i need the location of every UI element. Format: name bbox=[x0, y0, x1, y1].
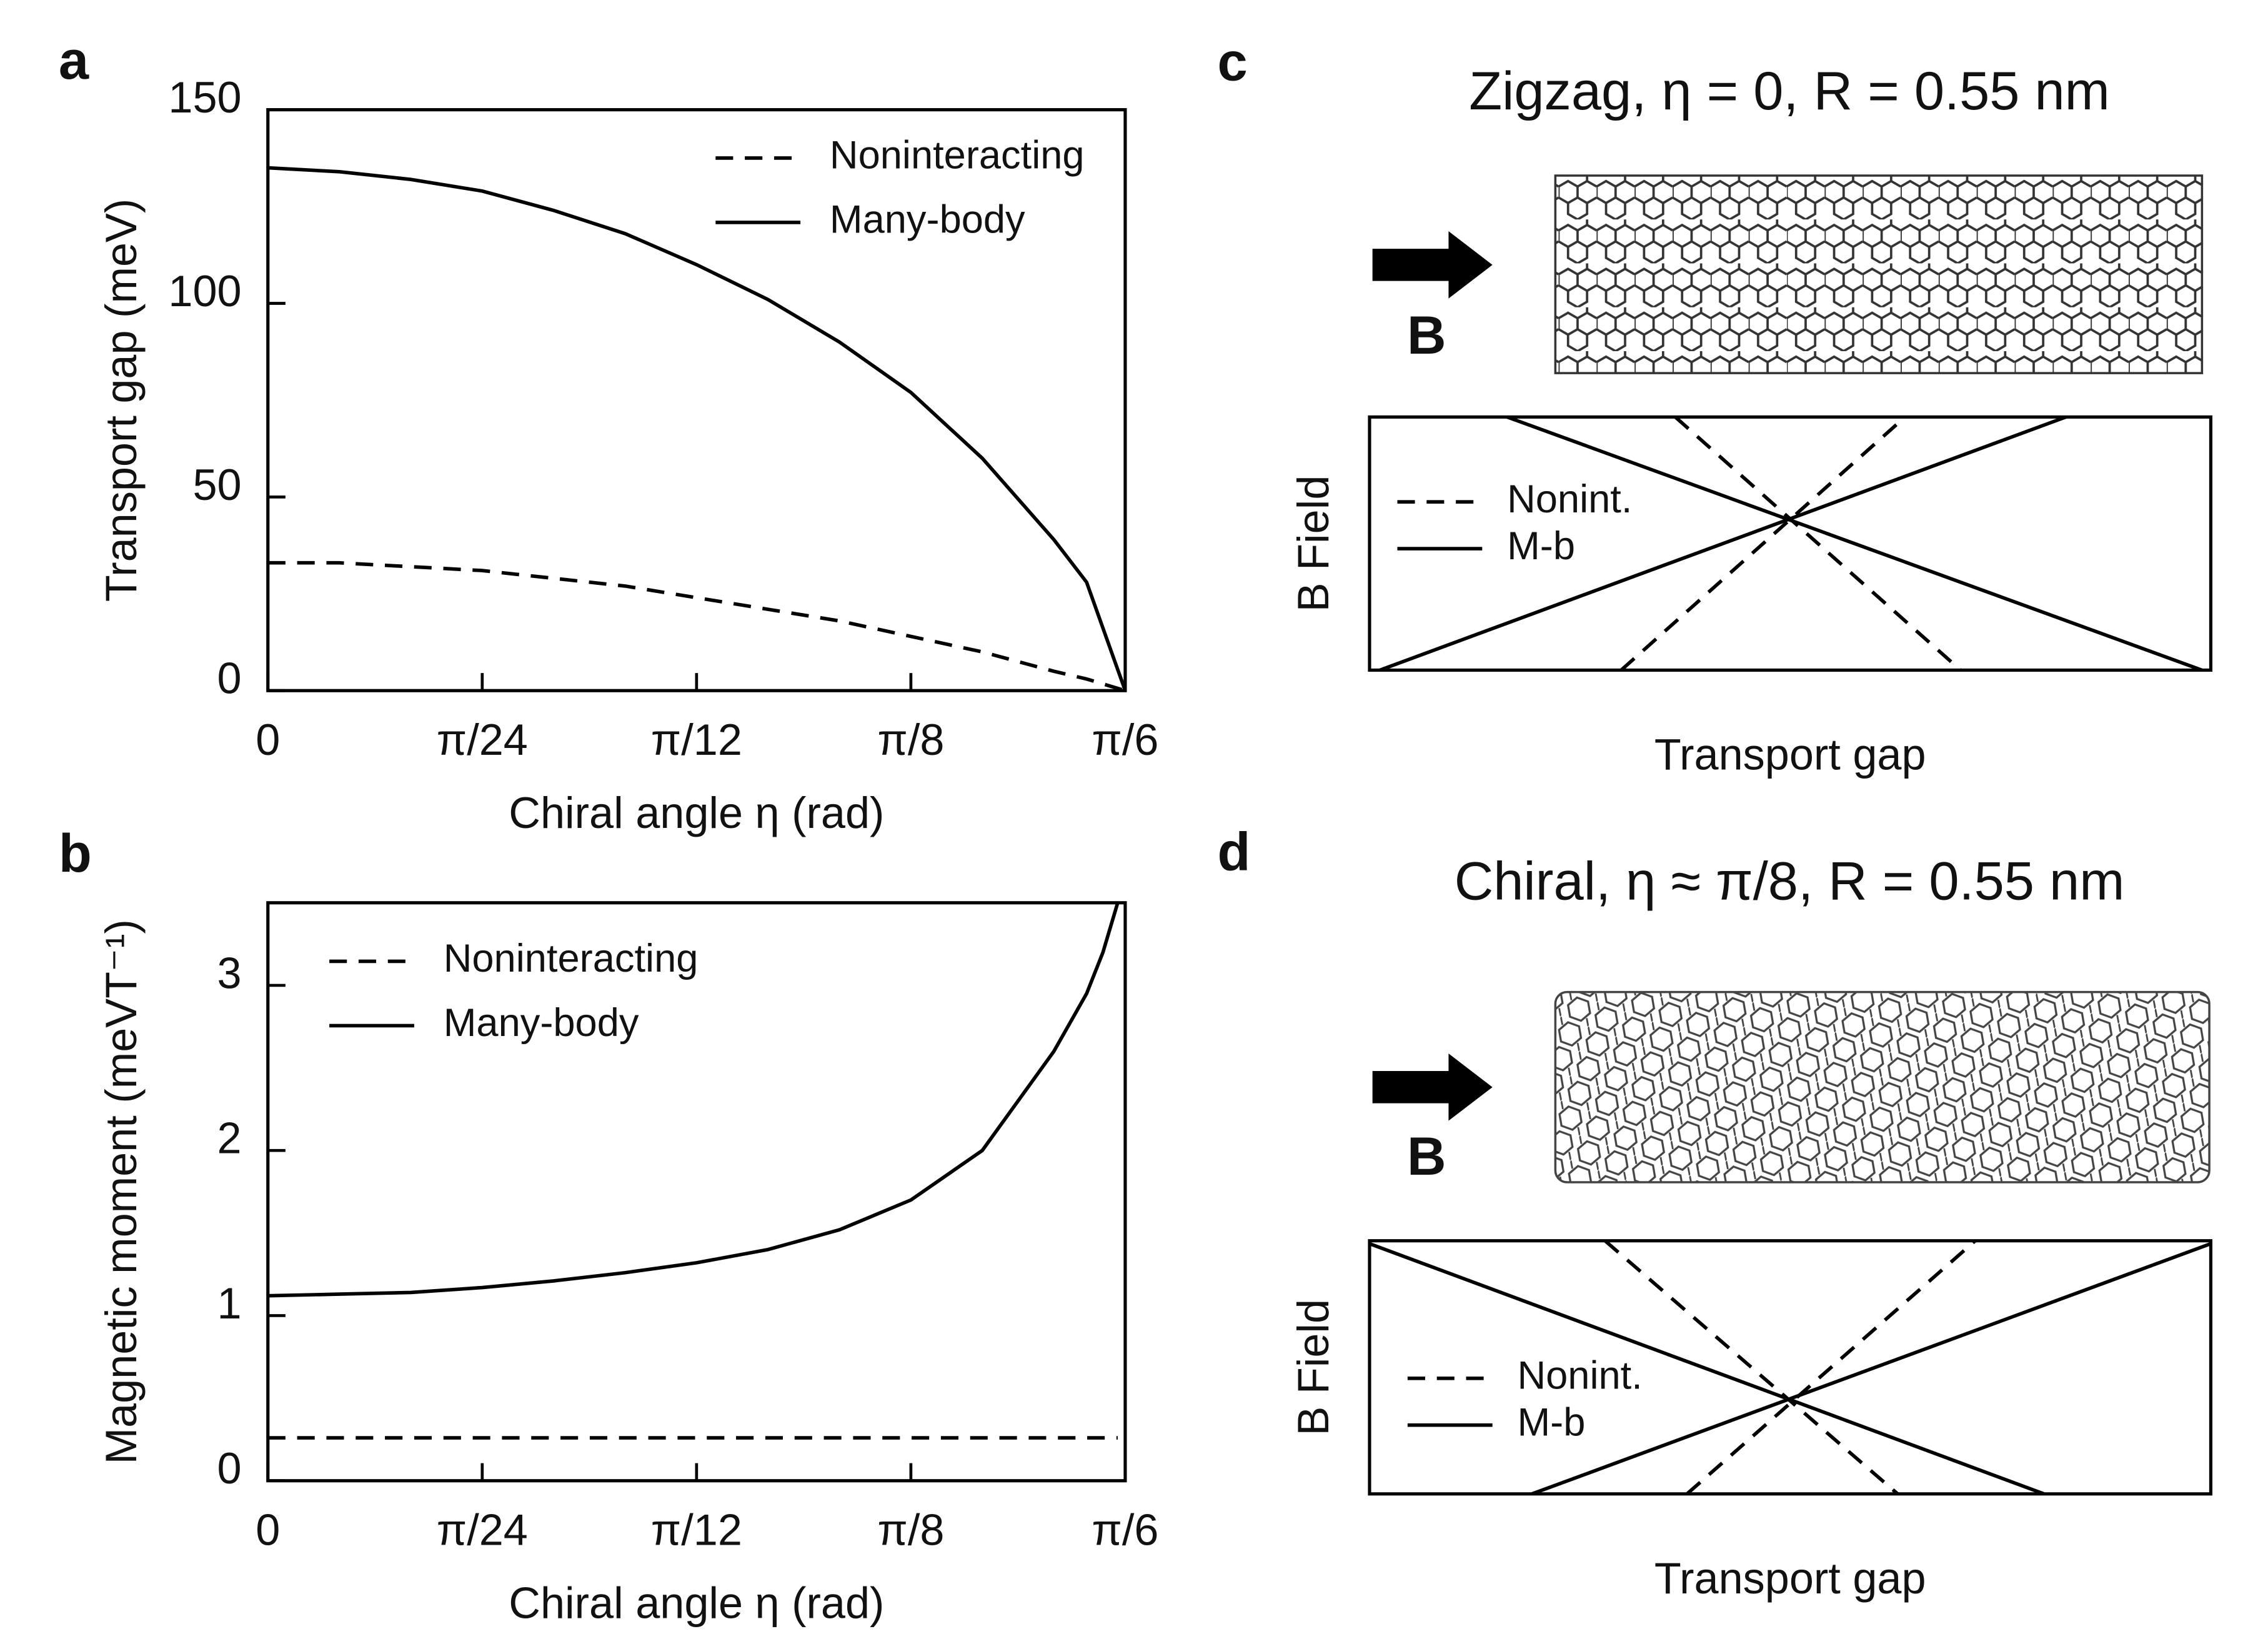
y-axis-label: B Field bbox=[1288, 476, 1338, 612]
panel-label: b bbox=[59, 824, 92, 884]
x-tick-label: π/8 bbox=[877, 715, 944, 764]
field-label: B bbox=[1407, 306, 1446, 366]
plot-frame bbox=[266, 108, 1127, 692]
y-axis-label: Transport gap (meV) bbox=[96, 199, 146, 602]
plot-frame bbox=[1368, 1239, 2213, 1496]
chart-title: Chiral, η ≈ π/8, R = 0.55 nm bbox=[1455, 852, 2125, 912]
x-tick-label: π/24 bbox=[437, 715, 528, 764]
x-axis-label: Transport gap bbox=[1654, 730, 1926, 779]
y-tick-label: 150 bbox=[168, 72, 241, 122]
chart-title: Zigzag, η = 0, R = 0.55 nm bbox=[1469, 61, 2110, 121]
schematic-line bbox=[1531, 1242, 2212, 1496]
x-tick-label: π/6 bbox=[1092, 1505, 1158, 1555]
legend-label: M-b bbox=[1518, 1400, 1586, 1444]
y-tick-label: 0 bbox=[217, 654, 242, 703]
panel-label: d bbox=[1217, 822, 1250, 882]
nanotube-chiral bbox=[1554, 990, 2211, 1183]
legend-label: Nonint. bbox=[1518, 1354, 1643, 1398]
series-line bbox=[267, 166, 1127, 692]
x-tick-label: 0 bbox=[256, 1505, 280, 1555]
y-axis-label: B Field bbox=[1288, 1299, 1338, 1436]
schematic-line bbox=[1674, 416, 1962, 672]
legend-label: Nonint. bbox=[1507, 477, 1632, 521]
legend-label: M-b bbox=[1507, 524, 1575, 568]
x-tick-label: π/8 bbox=[877, 1505, 944, 1555]
y-tick-label: 100 bbox=[168, 266, 241, 316]
x-tick-label: π/12 bbox=[651, 715, 742, 764]
nanotube-zigzag bbox=[1554, 174, 2204, 374]
schematic-line bbox=[1379, 415, 2067, 672]
schematic-line bbox=[1369, 1242, 2045, 1496]
field-arrow bbox=[1372, 1053, 1493, 1121]
plot-frame bbox=[266, 901, 1127, 1483]
y-tick-label: 2 bbox=[217, 1113, 242, 1163]
field-arrow bbox=[1372, 231, 1493, 299]
y-tick-label: 1 bbox=[217, 1278, 242, 1328]
x-axis-label: Chiral angle η (rad) bbox=[509, 1578, 884, 1628]
schematic-line bbox=[1686, 1239, 1977, 1495]
x-tick-label: π/12 bbox=[651, 1505, 742, 1555]
schematic-line bbox=[1619, 416, 1906, 672]
schematic-line bbox=[1604, 1239, 1899, 1495]
y-tick-label: 0 bbox=[217, 1443, 242, 1493]
legend-label: Many-body bbox=[444, 1001, 639, 1045]
x-tick-label: π/6 bbox=[1092, 715, 1158, 764]
x-axis-label: Transport gap bbox=[1654, 1553, 1926, 1603]
plot-frame bbox=[1368, 415, 2213, 672]
schematic-line bbox=[1506, 415, 2203, 672]
y-tick-label: 50 bbox=[192, 460, 241, 509]
legend-label: Noninteracting bbox=[444, 937, 699, 980]
panel-label: a bbox=[59, 31, 89, 91]
series-line bbox=[267, 902, 1120, 1298]
y-tick-label: 3 bbox=[217, 948, 242, 997]
field-label: B bbox=[1407, 1127, 1446, 1187]
x-tick-label: 0 bbox=[256, 715, 280, 764]
panel-label: c bbox=[1217, 32, 1247, 92]
series-line bbox=[267, 560, 1126, 692]
y-axis-label: Magnetic moment (meVT⁻¹) bbox=[96, 919, 146, 1464]
x-axis-label: Chiral angle η (rad) bbox=[509, 788, 884, 837]
x-tick-label: π/24 bbox=[437, 1505, 528, 1555]
legend-label: Noninteracting bbox=[830, 134, 1085, 177]
legend-label: Many-body bbox=[830, 198, 1025, 242]
